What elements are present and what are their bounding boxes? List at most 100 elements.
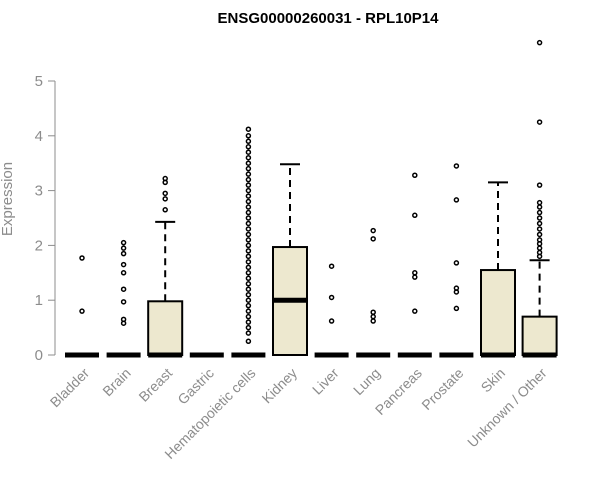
outlier-point bbox=[162, 207, 168, 213]
outlier-point bbox=[120, 250, 127, 257]
x-tick-label: Liver bbox=[309, 365, 342, 398]
outlier-point bbox=[120, 316, 127, 323]
outlier-point bbox=[245, 198, 252, 205]
outlier-point bbox=[536, 237, 543, 243]
outlier-point bbox=[120, 261, 127, 268]
x-tick-label: Lung bbox=[350, 365, 383, 398]
outlier-point bbox=[245, 204, 252, 210]
outlier-point bbox=[120, 245, 127, 251]
outlier-point bbox=[245, 133, 252, 139]
outlier-point bbox=[536, 231, 543, 238]
outlier-point bbox=[536, 249, 543, 256]
outlier-point bbox=[245, 149, 252, 155]
outlier-point bbox=[245, 209, 252, 216]
outlier-point bbox=[328, 294, 335, 301]
x-tick-label: Bladder bbox=[47, 365, 93, 411]
outlier-point bbox=[245, 226, 252, 232]
outlier-point bbox=[328, 318, 335, 324]
outlier-point bbox=[245, 338, 252, 345]
outlier-point bbox=[412, 274, 418, 280]
outlier-point bbox=[245, 242, 252, 249]
box-group-10 bbox=[480, 181, 516, 358]
outlier-point bbox=[245, 286, 252, 292]
outlier-point bbox=[536, 39, 543, 46]
x-tick-label: Prostate bbox=[418, 365, 466, 413]
boxes-group bbox=[65, 39, 558, 358]
outlier-point bbox=[453, 197, 460, 203]
outlier-point bbox=[162, 190, 168, 197]
y-tick-label: 3 bbox=[35, 183, 43, 200]
x-tick-label: Kidney bbox=[259, 365, 301, 407]
outlier-point bbox=[245, 308, 252, 314]
outlier-point bbox=[536, 245, 543, 251]
outlier-point bbox=[245, 165, 252, 172]
outlier-point bbox=[245, 171, 252, 177]
outlier-point bbox=[412, 270, 418, 276]
outlier-point bbox=[245, 220, 252, 227]
outlier-point bbox=[245, 138, 252, 145]
outlier-point bbox=[245, 330, 252, 336]
box bbox=[480, 269, 516, 356]
outlier-point bbox=[536, 220, 543, 227]
outlier-point bbox=[453, 285, 460, 291]
box-group-6 bbox=[314, 263, 349, 358]
outlier-point bbox=[536, 182, 543, 188]
box-group-2 bbox=[147, 175, 184, 358]
outlier-point bbox=[245, 297, 252, 303]
y-tick-label: 5 bbox=[35, 73, 43, 90]
x-tick-label: Breast bbox=[135, 365, 175, 405]
box-group-0 bbox=[65, 255, 99, 358]
outlier-point bbox=[536, 204, 543, 210]
outlier-point bbox=[120, 286, 127, 292]
box-group-4 bbox=[231, 126, 266, 358]
outlier-point bbox=[120, 270, 127, 276]
y-tick-label: 4 bbox=[35, 128, 43, 145]
y-axis-label: Expression bbox=[0, 162, 16, 236]
outlier-point bbox=[245, 215, 252, 221]
box-group-8 bbox=[397, 172, 432, 358]
outlier-point bbox=[370, 313, 376, 320]
outlier-point bbox=[245, 144, 252, 150]
y-tick-label: 0 bbox=[35, 347, 43, 364]
outlier-point bbox=[328, 263, 335, 269]
box bbox=[147, 300, 184, 356]
outlier-point bbox=[536, 209, 543, 216]
outlier-point bbox=[245, 248, 252, 254]
outlier-point bbox=[245, 275, 252, 282]
outlier-point bbox=[370, 236, 376, 242]
outlier-point bbox=[120, 299, 127, 305]
outlier-point bbox=[245, 281, 252, 287]
outlier-point bbox=[370, 318, 376, 324]
y-tick-label: 2 bbox=[35, 237, 43, 254]
outlier-point bbox=[245, 264, 252, 271]
outlier-point bbox=[245, 182, 252, 188]
box-group-9 bbox=[439, 163, 474, 358]
outlier-point bbox=[412, 212, 418, 219]
outlier-point bbox=[162, 196, 168, 202]
outlier-point bbox=[536, 215, 543, 221]
outlier-point bbox=[79, 308, 85, 314]
outlier-point bbox=[536, 226, 543, 232]
x-tick-label: Skin bbox=[478, 365, 509, 396]
outlier-point bbox=[79, 255, 85, 261]
x-tick-label: Brain bbox=[99, 365, 133, 399]
box-group-5 bbox=[272, 163, 308, 357]
outlier-point bbox=[536, 199, 543, 206]
outlier-point bbox=[453, 163, 460, 169]
x-tick-label: Unknown / Other bbox=[464, 365, 550, 451]
outlier-point bbox=[245, 302, 252, 309]
box bbox=[521, 315, 558, 357]
outlier-point bbox=[245, 270, 252, 276]
y-tick-label: 1 bbox=[35, 292, 43, 309]
outlier-point bbox=[245, 176, 252, 183]
outlier-point bbox=[120, 239, 127, 246]
outlier-point bbox=[245, 231, 252, 238]
box-group-1 bbox=[106, 239, 141, 358]
box-group-11 bbox=[521, 39, 558, 358]
outlier-point bbox=[245, 237, 252, 243]
outlier-point bbox=[245, 193, 252, 199]
y-axis: 0 1 2 3 4 5 bbox=[35, 73, 56, 364]
outlier-point bbox=[245, 324, 252, 331]
